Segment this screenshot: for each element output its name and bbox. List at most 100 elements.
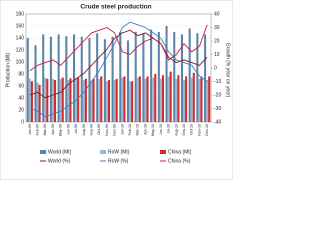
x-tick-label: Sep-09	[89, 124, 93, 136]
x-tick-label: Jul-09	[74, 124, 78, 134]
bar	[169, 71, 172, 122]
legend-label: RoW (Mt)	[108, 149, 130, 155]
bar	[115, 78, 118, 122]
chart-title: Crude steel production	[80, 4, 151, 11]
bar	[131, 81, 134, 122]
x-tick-label: Apr-10	[143, 124, 147, 135]
bar	[103, 39, 106, 123]
legend-swatch	[40, 150, 46, 154]
legend-label: World (%)	[48, 158, 70, 164]
bar	[30, 81, 33, 122]
bar	[129, 81, 132, 122]
bar	[146, 76, 149, 122]
bar	[105, 81, 108, 122]
bar	[34, 45, 37, 123]
x-tick-label: Aug-09	[82, 124, 86, 136]
bar	[185, 76, 188, 122]
x-tick-label: Nov-10	[197, 124, 201, 136]
y-tick-label: 140	[16, 35, 25, 41]
bar	[188, 28, 191, 122]
bar	[26, 38, 29, 122]
bar	[69, 78, 72, 122]
bar	[198, 78, 201, 122]
y-tick-label: 180	[16, 11, 25, 17]
bar	[84, 78, 87, 122]
legend-label: China (%)	[168, 158, 191, 164]
bar	[208, 76, 211, 122]
bar	[90, 81, 93, 122]
bar	[96, 33, 99, 123]
y2-tick-label: 20	[214, 38, 220, 44]
bar	[65, 36, 68, 123]
y-tick-label: 60	[18, 83, 24, 89]
bar	[159, 78, 162, 122]
y2-tick-label: -40	[214, 119, 221, 125]
x-tick-label: Apr-09	[51, 124, 55, 135]
bar	[107, 80, 111, 122]
x-tick-label: Oct-10	[190, 124, 194, 135]
bar	[161, 75, 164, 122]
bar	[204, 34, 207, 122]
line-series	[29, 24, 208, 72]
y-tick-label: 120	[16, 47, 25, 53]
bar	[123, 76, 126, 122]
line-series	[29, 21, 208, 118]
bar	[49, 36, 52, 122]
y2-tick-label: 10	[214, 52, 220, 58]
bar	[167, 76, 170, 122]
bar	[190, 77, 193, 122]
bar	[36, 82, 39, 122]
bar	[44, 77, 47, 122]
y2-tick-label: 30	[214, 25, 220, 31]
bar	[111, 36, 114, 122]
x-tick-label: Jan-10	[120, 124, 124, 135]
legend-label: China (Mt)	[168, 149, 192, 155]
x-tick-label: Jan-09	[28, 124, 32, 135]
x-tick-label: Feb-10	[128, 124, 132, 135]
bar	[80, 36, 83, 122]
y-tick-label: 40	[18, 95, 24, 101]
bar	[51, 78, 55, 122]
chart: Crude steel production Production (Mt) G…	[0, 0, 233, 180]
x-tick-label: Dec-10	[205, 124, 209, 136]
bar	[200, 76, 203, 122]
bar	[100, 76, 103, 122]
x-tick-label: Mar-09	[43, 124, 47, 135]
bar	[113, 80, 116, 122]
y-tick-label: 80	[18, 71, 24, 77]
bar	[38, 84, 41, 122]
bar	[134, 32, 137, 122]
bar	[61, 77, 64, 122]
bar	[126, 40, 130, 122]
bar	[192, 72, 195, 122]
plot-area	[25, 13, 212, 123]
x-tick-label: Mar-10	[136, 124, 140, 135]
x-tick-label: Aug-10	[174, 124, 178, 136]
bar	[173, 32, 176, 122]
bar	[119, 32, 122, 122]
x-tick-label: Sep-10	[182, 124, 186, 136]
legend-swatch	[100, 150, 106, 154]
bar	[73, 34, 76, 122]
bar	[121, 77, 124, 122]
bar	[54, 80, 57, 122]
y2-tick-label: 40	[214, 11, 220, 17]
bar	[136, 77, 139, 122]
bar	[92, 78, 95, 122]
bar	[157, 32, 160, 122]
bar	[28, 78, 31, 122]
bar	[182, 80, 186, 122]
bar	[165, 26, 168, 122]
legend-label: RoW (%)	[108, 158, 129, 164]
x-tick-label: Nov-09	[105, 124, 109, 136]
x-tick-label: May-10	[151, 124, 155, 136]
y2-axis-label: Growth (% year on year)	[225, 43, 231, 98]
y2-tick-label: -20	[214, 92, 221, 98]
bar	[88, 38, 91, 122]
x-tick-label: Jun-09	[66, 124, 70, 135]
x-tick-label: Jul-10	[167, 124, 171, 134]
y-axis-label: Production (Mt)	[5, 53, 11, 88]
bar	[144, 78, 147, 122]
bar	[57, 34, 60, 122]
legend-label: World (Mt)	[48, 149, 72, 155]
